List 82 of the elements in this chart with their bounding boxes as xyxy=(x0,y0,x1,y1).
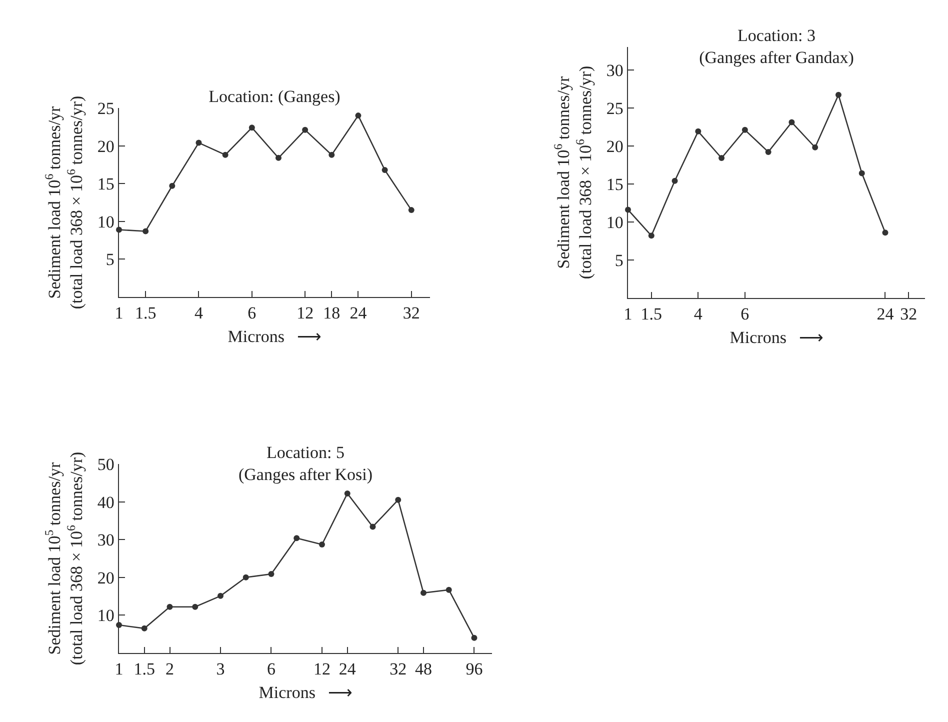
y-tick-label: 10 xyxy=(606,212,624,232)
x-tick-label: 6 xyxy=(248,304,256,323)
point xyxy=(695,128,702,134)
y-tick-label: 10 xyxy=(97,606,114,626)
x-tick-label: 1.5 xyxy=(640,304,662,324)
x-axis-title: Microns ⟶ xyxy=(730,328,824,347)
x-tick-label: 1.5 xyxy=(134,304,156,323)
y-tick-label: 5 xyxy=(614,250,624,270)
x-tick-label: 6 xyxy=(740,304,750,324)
y-tick-label: 15 xyxy=(97,174,114,194)
point xyxy=(395,496,402,503)
point xyxy=(742,126,748,133)
point xyxy=(344,490,350,496)
x-tick-label: 32 xyxy=(402,304,420,323)
x-tick-label: 3 xyxy=(216,660,225,679)
x-tick-label: 48 xyxy=(414,660,432,679)
x-tick-label: 18 xyxy=(323,304,340,323)
x-tick-label: 24 xyxy=(350,304,368,323)
chart-title: Location: (Ganges) xyxy=(208,87,340,106)
y-tick-label: 30 xyxy=(97,530,114,550)
point xyxy=(420,590,426,596)
x-tick-label: 24 xyxy=(338,660,356,679)
point xyxy=(302,126,308,133)
point xyxy=(835,92,842,98)
y-tick-label: 10 xyxy=(97,212,114,232)
x-axis-title: Microns ⟶ xyxy=(228,326,322,346)
point xyxy=(648,232,654,239)
point xyxy=(275,154,282,161)
point xyxy=(218,592,224,599)
point xyxy=(718,155,725,162)
y-tick-label: 25 xyxy=(97,98,114,118)
point xyxy=(882,230,888,236)
x-tick-label: 32 xyxy=(900,304,918,324)
x-tick-label: 12 xyxy=(296,304,314,323)
y-tick-label: 20 xyxy=(97,136,114,156)
point xyxy=(858,170,865,176)
point xyxy=(196,140,202,146)
x-tick-label: 4 xyxy=(694,304,703,324)
point xyxy=(382,166,388,173)
point xyxy=(446,586,452,593)
y-tick-label: 50 xyxy=(97,454,114,474)
x-tick-label: 32 xyxy=(390,660,407,679)
chart-title: Location: 5 (Ganges after Kosi) xyxy=(238,443,373,484)
y-tick-label: 15 xyxy=(606,174,624,194)
point xyxy=(222,152,228,158)
chart-title: Location: 3 (Ganges after Gandax) xyxy=(699,26,854,68)
x-tick-label: 12 xyxy=(313,660,330,679)
point xyxy=(166,604,173,610)
point xyxy=(408,207,414,214)
y-tick-label: 30 xyxy=(606,60,624,80)
point xyxy=(268,571,274,577)
point xyxy=(788,119,795,126)
x-tick-label: 2 xyxy=(166,660,174,679)
point xyxy=(192,604,198,610)
x-axis-title: Microns ⟶ xyxy=(258,682,352,702)
x-tick-label: 1 xyxy=(114,304,124,323)
x-tick-label: 1 xyxy=(114,660,124,679)
point xyxy=(328,152,335,158)
y-tick-label: 40 xyxy=(97,492,114,512)
point xyxy=(672,178,678,184)
y-tick-label: 20 xyxy=(97,568,114,588)
x-tick-label: 1.5 xyxy=(134,660,155,679)
point xyxy=(318,542,325,548)
point xyxy=(765,148,772,155)
x-tick-label: 6 xyxy=(266,660,276,679)
point xyxy=(242,574,249,580)
x-tick-label: 4 xyxy=(194,304,204,323)
x-tick-label: 96 xyxy=(466,660,483,679)
point xyxy=(248,124,255,131)
x-tick-label: 24 xyxy=(876,304,894,324)
point xyxy=(370,524,376,530)
point xyxy=(294,535,300,542)
y-tick-label: 20 xyxy=(606,136,624,156)
point xyxy=(355,112,362,119)
point xyxy=(812,144,818,150)
y-tick-label: 5 xyxy=(106,250,114,270)
y-tick-label: 25 xyxy=(606,98,624,118)
point xyxy=(169,182,176,189)
point xyxy=(471,634,478,641)
x-tick-label: 1 xyxy=(624,304,632,324)
point xyxy=(141,625,148,632)
point xyxy=(142,228,149,234)
